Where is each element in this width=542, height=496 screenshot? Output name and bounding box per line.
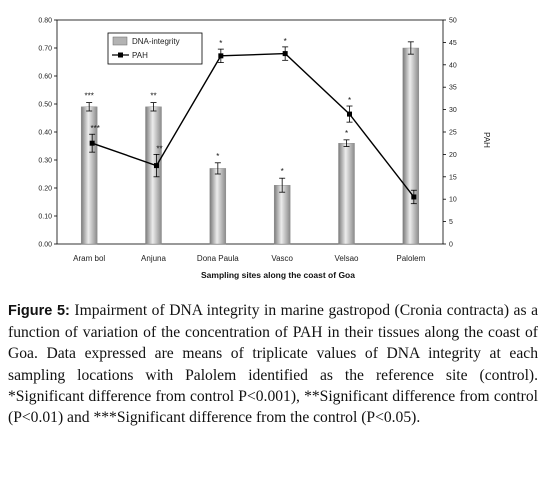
- x-category-label: Aram bol: [73, 254, 105, 263]
- legend-label-pah: PAH: [132, 51, 148, 60]
- bar-series: *** *****: [80, 41, 420, 245]
- bar-5: [338, 142, 355, 245]
- legend-line-marker: [118, 52, 123, 58]
- right-axis-title: PAH: [482, 132, 491, 148]
- right-tick-label: 35: [449, 85, 457, 92]
- pah-line: [91, 52, 415, 198]
- pah-significance-label: *: [219, 39, 222, 48]
- bar-significance-label: *: [216, 152, 219, 161]
- right-tick-label: 10: [449, 197, 457, 204]
- pah-point-6: [411, 194, 417, 200]
- pah-point-1: [89, 140, 95, 146]
- pah-significance-label: **: [156, 144, 162, 153]
- legend-label-dna: DNA-integrity: [132, 37, 180, 46]
- right-tick-label: 40: [449, 62, 457, 69]
- right-tick-label: 20: [449, 152, 457, 159]
- legend: DNA-integrity PAH: [107, 32, 203, 65]
- right-tick-label: 25: [449, 130, 457, 137]
- dna-pah-chart: 0.00 0.10 0.20 0.30 0.40 0.50 0.60 0.70 0.80 0 5 1…: [38, 18, 491, 281]
- left-tick-label: 0.80: [38, 18, 52, 25]
- left-tick-label: 0.00: [38, 242, 52, 249]
- pah-significance-label: *: [348, 96, 351, 105]
- left-tick-label: 0.30: [38, 158, 52, 165]
- x-categories: Aram bol Anjuna Dona Paula Vasco Velsao Palol…: [73, 254, 425, 263]
- left-tick-label: 0.40: [38, 130, 52, 137]
- right-tick-label: 30: [449, 107, 457, 114]
- right-axis: 0 5 10 15 20 25 30 35 40 45 50: [443, 18, 457, 249]
- bar-significance-label: *: [345, 129, 348, 138]
- chart-figure: 0.00 0.10 0.20 0.30 0.40 0.50 0.60 0.70 0.80 0 5 1…: [38, 18, 491, 281]
- left-tick-label: 0.60: [38, 74, 52, 81]
- bar-significance-label: ***: [84, 92, 93, 101]
- right-tick-label: 15: [449, 174, 457, 181]
- caption-text: Impairment of DNA integrity in marine ga…: [8, 302, 538, 427]
- left-tick-label: 0.20: [38, 186, 52, 193]
- bar-4: [273, 184, 291, 245]
- x-category-label: Palolem: [396, 254, 425, 263]
- pah-point-3: [218, 53, 224, 59]
- pah-point-2: [154, 163, 159, 169]
- left-tick-label: 0.70: [38, 46, 52, 53]
- x-category-label: Velsao: [334, 254, 359, 263]
- bar-significance-label: **: [150, 92, 156, 101]
- bar-3: [209, 168, 227, 245]
- left-tick-label: 0.50: [38, 102, 52, 109]
- caption-label: Figure 5:: [8, 303, 70, 319]
- line-series: ****** **: [89, 37, 417, 205]
- x-category-label: Anjuna: [141, 254, 166, 263]
- figure-caption: Figure 5: Impairment of DNA integrity in…: [8, 300, 538, 428]
- bar-6: [402, 47, 420, 245]
- left-tick-label: 0.10: [38, 214, 52, 221]
- right-tick-label: 45: [449, 40, 457, 47]
- right-tick-label: 0: [449, 242, 453, 249]
- pah-point-5: [347, 111, 352, 117]
- pah-point-4: [282, 51, 288, 57]
- pah-significance-label: ***: [90, 124, 99, 133]
- left-axis: 0.00 0.10 0.20 0.30 0.40 0.50 0.60 0.70 0.80: [38, 18, 57, 249]
- bar-significance-label: *: [281, 167, 284, 176]
- right-tick-label: 50: [449, 18, 457, 25]
- legend-bar-swatch: [112, 36, 128, 46]
- x-category-label: Vasco: [271, 254, 293, 263]
- pah-significance-label: *: [284, 37, 287, 46]
- bar-2: [145, 106, 162, 245]
- x-axis-title: Sampling sites along the coast of Goa: [201, 270, 355, 280]
- right-tick-label: 5: [449, 219, 453, 226]
- x-category-label: Dona Paula: [197, 254, 239, 263]
